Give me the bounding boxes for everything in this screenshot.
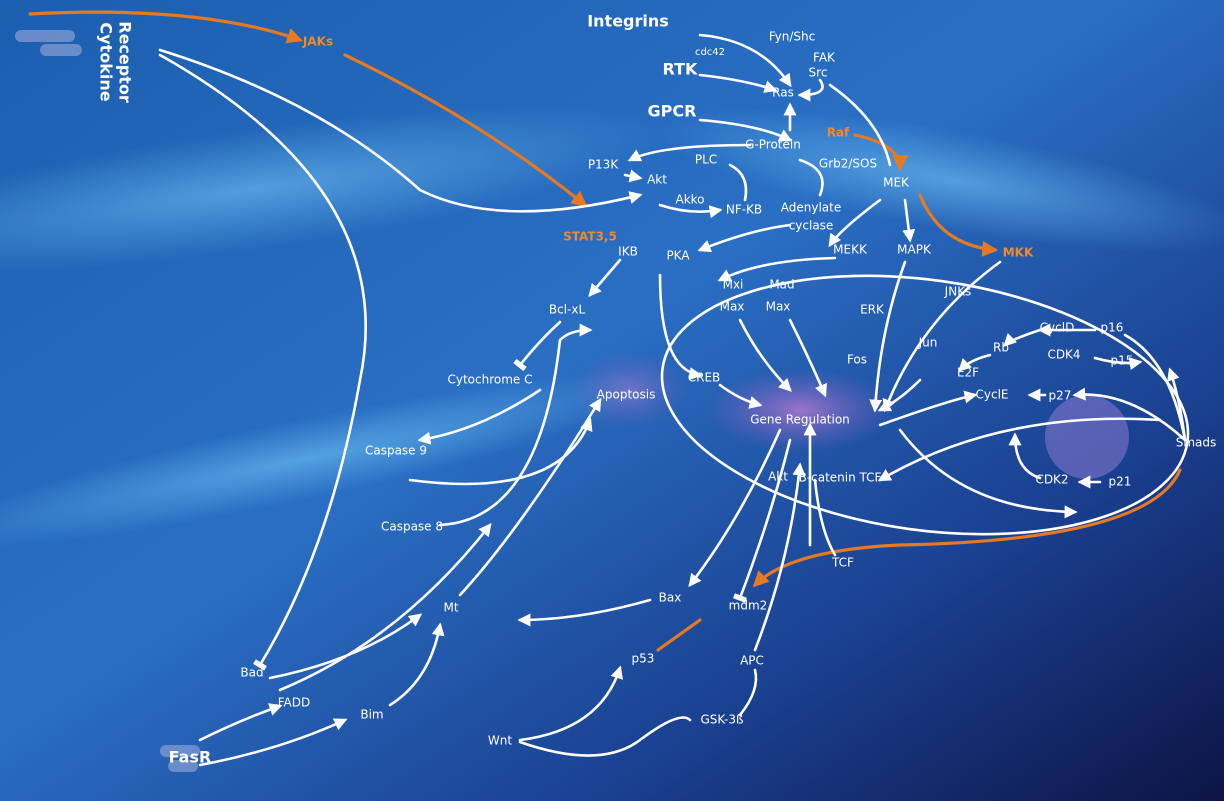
node-label: B-catenin TCF [799,471,882,485]
node-label: Smads [1176,436,1217,450]
node-label: APC [740,654,764,668]
node-label: Bad [240,666,263,680]
node-label: PKA [666,249,690,263]
node-label: IKB [618,245,638,259]
node-label: cdc42 [695,47,725,58]
node-label: P13K [588,158,620,172]
node-label: Raf [827,126,850,140]
node-label: CyclD [1040,321,1075,335]
node-label: PLC [695,153,717,167]
node-label: Integrins [587,12,669,31]
node-label: Max [766,300,791,314]
node-label: Receptor [116,21,135,103]
node-label: Rb [993,341,1009,355]
node-label: CDK4 [1047,348,1080,362]
node-label: E2F [957,366,979,380]
node-label: Bim [360,708,383,722]
node-label: Akko [675,193,704,207]
node-label: JNKs [944,285,972,299]
node-label: FADD [278,696,311,710]
node-label: CDK2 [1035,473,1068,487]
node-label: Mad [769,278,794,292]
node-label: p15 [1111,354,1134,368]
node-label: cyclase [789,219,834,233]
node-label: CREB [688,371,721,385]
node-label: Gene Regulation [750,413,850,427]
node-label: Akt [647,173,667,187]
node-label: MEKK [833,243,868,257]
node-label: MKK [1003,246,1034,260]
node-label: Jun [918,336,938,350]
node-label: Bcl-xL [549,303,586,317]
node-label: NF-KB [726,203,762,217]
node-label: JAKs [302,35,333,49]
node-label: TCF [831,556,854,570]
node-label: Ras [772,86,794,100]
node-label: FasR [169,748,212,767]
node-label: Caspase 9 [365,444,427,458]
node-label: MEK [883,176,910,190]
node-label: G-Protein [745,138,801,152]
node-label: p53 [632,652,655,666]
node-label: Akt [768,470,788,484]
node-label: Mt [443,601,458,615]
node-label: Src [809,66,828,80]
node-label: RTK [663,60,699,79]
node-label: FAK [813,51,836,65]
node-label: ERK [860,303,885,317]
node-label: p21 [1109,475,1132,489]
node-label: Mxi [723,278,744,292]
node-label: Apoptosis [597,388,656,402]
node-label: Grb2/SOS [819,157,877,171]
node-label: Bax [659,591,682,605]
node-label: Caspase 8 [381,520,443,534]
pathway-diagram: Cytokine Receptor JAKs Integrins cdc42 F… [0,0,1224,801]
node-label: CyclE [976,388,1009,402]
node-label: MAPK [897,243,932,257]
node-label: Cytochrome C [447,373,532,387]
node-label: Fos [847,353,867,367]
node-label: p27 [1049,389,1072,403]
node-label: GPCR [648,102,697,121]
node-label: p16 [1101,321,1124,335]
node-label: Adenylate [781,201,841,215]
node-label: Cytokine [97,22,116,101]
node-label: Wnt [488,734,512,748]
node-label: Max [720,300,745,314]
node-label: STAT3,5 [563,230,617,244]
node-label: GSK-3ß [700,713,743,727]
node-label: mdm2 [729,599,768,613]
node-label: Fyn/Shc [769,30,815,44]
